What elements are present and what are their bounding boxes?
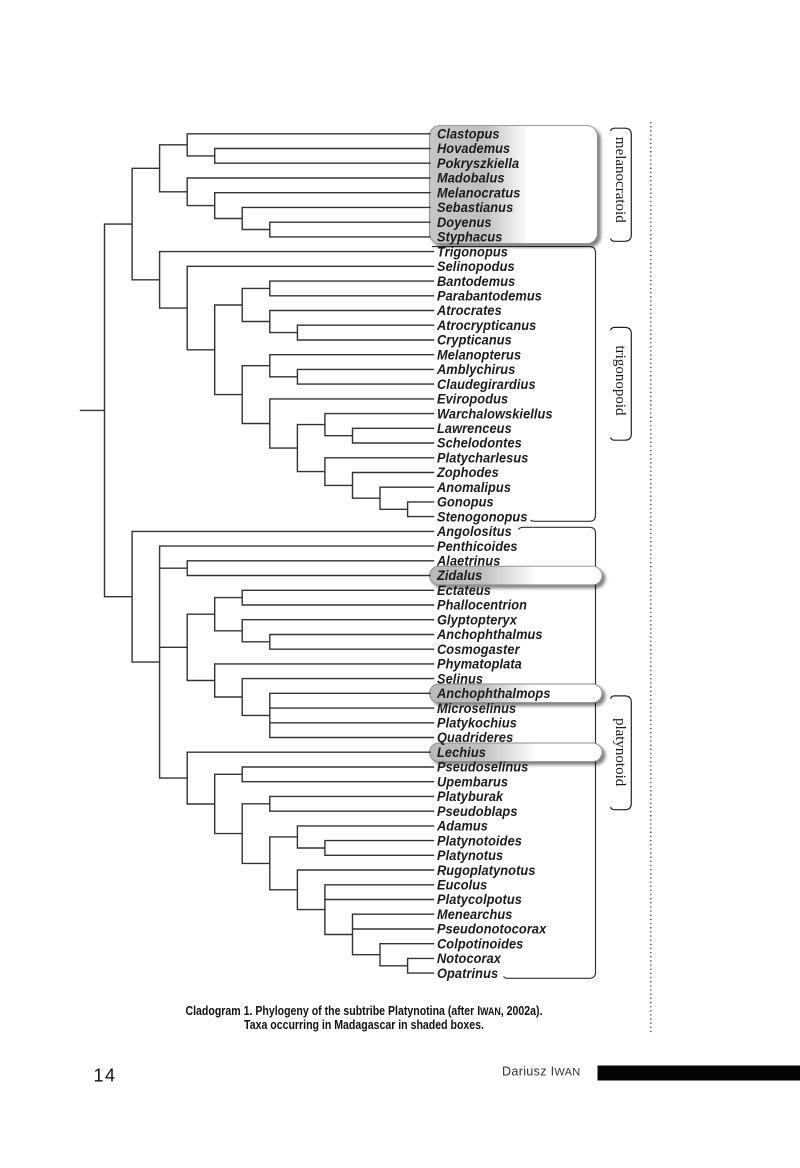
svg-text:Bantodemus: Bantodemus [437, 273, 515, 289]
svg-text:Colpotinoides: Colpotinoides [437, 936, 523, 952]
svg-text:melanocratoid: melanocratoid [612, 137, 628, 223]
svg-text:Claudegirardius: Claudegirardius [437, 376, 536, 392]
svg-text:Parabantodemus: Parabantodemus [437, 288, 542, 304]
svg-text:14: 14 [94, 1066, 117, 1086]
svg-text:Ectateus: Ectateus [437, 583, 491, 599]
svg-text:Phymatoplata: Phymatoplata [437, 656, 522, 672]
svg-text:Hovademus: Hovademus [437, 141, 510, 157]
svg-text:Styphacus: Styphacus [437, 229, 502, 245]
svg-text:Pokryszkiella: Pokryszkiella [437, 155, 520, 171]
svg-text:Stenogonopus: Stenogonopus [437, 509, 528, 525]
svg-text:Madobalus: Madobalus [437, 170, 505, 186]
svg-text:Melanocratus: Melanocratus [437, 185, 520, 201]
svg-text:Sebastianus: Sebastianus [437, 200, 513, 216]
svg-text:Zidalus: Zidalus [436, 568, 482, 584]
svg-text:Atrocrates: Atrocrates [436, 303, 502, 319]
svg-text:Menearchus: Menearchus [437, 906, 512, 922]
svg-text:Pseudoblaps: Pseudoblaps [437, 803, 518, 819]
svg-text:Cosmogaster: Cosmogaster [437, 641, 520, 657]
svg-text:Platyburak: Platyburak [437, 789, 504, 805]
svg-text:Platykochius: Platykochius [437, 715, 517, 731]
svg-text:Selinopodus: Selinopodus [437, 259, 515, 275]
svg-text:Pseudoselinus: Pseudoselinus [437, 759, 528, 775]
svg-text:Eucolus: Eucolus [437, 877, 487, 893]
svg-text:Crypticanus: Crypticanus [437, 332, 512, 348]
svg-text:Platycolpotus: Platycolpotus [437, 892, 522, 908]
svg-text:Notocorax: Notocorax [437, 951, 501, 967]
svg-text:Atrocrypticanus: Atrocrypticanus [436, 317, 536, 333]
svg-text:Upembarus: Upembarus [437, 774, 508, 790]
svg-text:platynotoid: platynotoid [612, 718, 628, 787]
svg-text:Adamus: Adamus [436, 818, 488, 834]
svg-text:Quadrideres: Quadrideres [437, 730, 513, 746]
svg-text:Anchophthalmus: Anchophthalmus [436, 627, 543, 643]
svg-text:trigonopoid: trigonopoid [612, 346, 628, 416]
svg-text:Zophodes: Zophodes [436, 465, 499, 481]
svg-text:Cladogram 1. Phylogeny of the: Cladogram 1. Phylogeny of the subtribe P… [185, 1004, 542, 1018]
svg-text:Melanopterus: Melanopterus [437, 347, 521, 363]
svg-text:Opatrinus: Opatrinus [437, 965, 498, 981]
svg-text:Pseudonotocorax: Pseudonotocorax [437, 921, 547, 937]
svg-text:Microselinus: Microselinus [437, 700, 516, 716]
svg-text:Platycharlesus: Platycharlesus [437, 450, 528, 466]
svg-text:Angolositus: Angolositus [436, 524, 512, 540]
svg-text:Eviropodus: Eviropodus [437, 391, 508, 407]
svg-text:Platynotus: Platynotus [437, 848, 503, 864]
svg-text:Alaetrinus: Alaetrinus [436, 553, 500, 569]
svg-text:Platynotoides: Platynotoides [437, 833, 522, 849]
svg-text:Dariusz IWAN: Dariusz IWAN [502, 1065, 581, 1079]
svg-text:Anomalipus: Anomalipus [436, 479, 511, 495]
svg-text:Trigonopus: Trigonopus [437, 244, 508, 260]
svg-text:Lawrenceus: Lawrenceus [437, 421, 512, 437]
svg-text:Clastopus: Clastopus [437, 126, 500, 142]
svg-text:Lechius: Lechius [437, 745, 486, 761]
svg-text:Doyenus: Doyenus [437, 214, 492, 230]
svg-text:Warchalowskiellus: Warchalowskiellus [437, 406, 553, 422]
svg-text:Schelodontes: Schelodontes [437, 435, 522, 451]
svg-text:Selinus: Selinus [437, 671, 483, 687]
svg-text:Penthicoides: Penthicoides [437, 538, 518, 554]
svg-text:Rugoplatynotus: Rugoplatynotus [437, 862, 536, 878]
svg-text:Amblychirus: Amblychirus [436, 362, 515, 378]
svg-text:Taxa occurring in Madagascar i: Taxa occurring in Madagascar in shaded b… [244, 1018, 484, 1032]
svg-text:Gonopus: Gonopus [437, 494, 494, 510]
svg-text:Phallocentrion: Phallocentrion [437, 597, 527, 613]
svg-text:Glyptopteryx: Glyptopteryx [437, 612, 517, 628]
svg-text:Anchophthalmops: Anchophthalmops [436, 686, 550, 702]
